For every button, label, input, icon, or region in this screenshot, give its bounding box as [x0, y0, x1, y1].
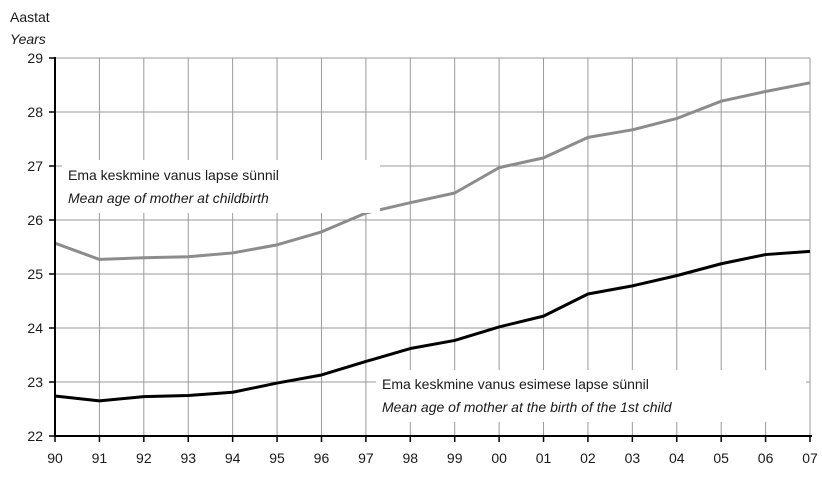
x-tick-label-97: 97 — [358, 450, 374, 466]
y-tick-label-28: 28 — [27, 104, 43, 120]
series-1-label-en: Mean age of mother at childbirth — [68, 190, 269, 206]
x-tick-label-96: 96 — [314, 450, 330, 466]
series-1-label: Ema keskmine vanus lapse sünnil — [68, 167, 279, 183]
y-tick-label-27: 27 — [27, 158, 43, 174]
x-tick-labels: 90 91 92 93 94 95 96 97 98 99 00 01 02 03 04 05 06 07 — [47, 450, 818, 466]
axes — [49, 57, 812, 442]
y-tick-labels: 22 23 24 25 26 27 28 29 — [27, 50, 43, 444]
y-tick-label-23: 23 — [27, 374, 43, 390]
x-tick-label-00: 00 — [491, 450, 507, 466]
x-tick-label-06: 06 — [758, 450, 774, 466]
series-1-label-background — [62, 160, 380, 213]
x-tick-label-01: 01 — [536, 450, 552, 466]
x-tick-label-98: 98 — [403, 450, 419, 466]
x-tick-label-90: 90 — [47, 450, 63, 466]
x-tick-label-99: 99 — [447, 450, 463, 466]
x-tick-label-05: 05 — [713, 450, 729, 466]
series-2-label-background — [376, 370, 806, 422]
series-line-1 — [54, 81, 811, 261]
x-tick-label-95: 95 — [269, 450, 285, 466]
series-2-label-en: Mean age of mother at the birth of the 1… — [382, 399, 673, 415]
y-tick-label-25: 25 — [27, 266, 43, 282]
x-tick-label-04: 04 — [669, 450, 685, 466]
x-tick-label-93: 93 — [180, 450, 196, 466]
x-tick-label-03: 03 — [625, 450, 641, 466]
y-axis-unit-label-en: Years — [10, 31, 46, 47]
series-line-2 — [54, 249, 811, 403]
series-labels: Ema keskmine vanus lapse sünnil Mean age… — [62, 160, 806, 422]
x-tick-label-92: 92 — [136, 450, 152, 466]
series-lines — [54, 81, 811, 403]
series-2-label: Ema keskmine vanus esimese lapse sünnil — [382, 376, 649, 392]
x-tick-label-02: 02 — [580, 450, 596, 466]
y-tick-label-22: 22 — [27, 428, 43, 444]
y-tick-label-26: 26 — [27, 212, 43, 228]
x-tick-label-91: 91 — [92, 450, 108, 466]
y-axis-unit-label: Aastat — [10, 9, 50, 25]
x-tick-label-94: 94 — [225, 450, 241, 466]
y-tick-label-29: 29 — [27, 50, 43, 66]
x-tick-label-07: 07 — [802, 450, 818, 466]
horizontal-gridlines — [55, 57, 810, 383]
y-tick-label-24: 24 — [27, 320, 43, 336]
